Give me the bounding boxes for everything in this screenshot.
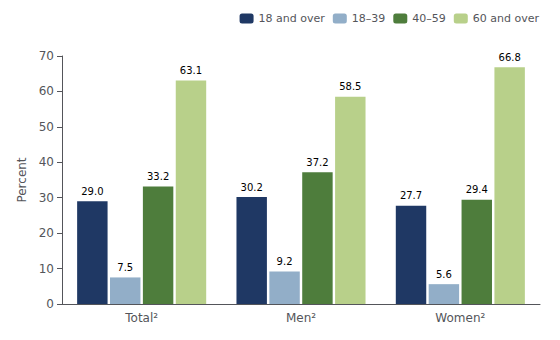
svg-text:70: 70 bbox=[39, 49, 54, 63]
svg-text:Total²: Total² bbox=[124, 311, 158, 325]
svg-text:5.6: 5.6 bbox=[436, 269, 452, 280]
svg-text:0: 0 bbox=[46, 297, 54, 311]
svg-text:40–59: 40–59 bbox=[412, 12, 446, 25]
svg-text:20: 20 bbox=[39, 226, 54, 240]
svg-text:Percent: Percent bbox=[15, 157, 29, 202]
svg-text:7.5: 7.5 bbox=[117, 262, 133, 273]
svg-text:58.5: 58.5 bbox=[339, 81, 361, 92]
svg-text:18–39: 18–39 bbox=[352, 12, 386, 25]
svg-text:30: 30 bbox=[39, 191, 54, 205]
svg-text:29.4: 29.4 bbox=[466, 184, 488, 195]
svg-text:Women²: Women² bbox=[435, 311, 485, 325]
svg-text:29.0: 29.0 bbox=[81, 186, 103, 197]
svg-text:60: 60 bbox=[39, 84, 54, 98]
svg-text:27.7: 27.7 bbox=[400, 190, 422, 201]
svg-text:9.2: 9.2 bbox=[277, 256, 293, 267]
svg-text:60 and over: 60 and over bbox=[473, 12, 540, 25]
svg-text:66.8: 66.8 bbox=[499, 52, 521, 63]
svg-text:18 and over: 18 and over bbox=[259, 12, 326, 25]
svg-text:40: 40 bbox=[39, 155, 54, 169]
svg-text:30.2: 30.2 bbox=[241, 182, 263, 193]
svg-text:37.2: 37.2 bbox=[306, 157, 328, 168]
svg-text:10: 10 bbox=[39, 262, 54, 276]
svg-text:Men²: Men² bbox=[286, 311, 316, 325]
svg-text:33.2: 33.2 bbox=[147, 171, 169, 182]
svg-text:50: 50 bbox=[39, 120, 54, 134]
svg-text:63.1: 63.1 bbox=[180, 65, 202, 76]
